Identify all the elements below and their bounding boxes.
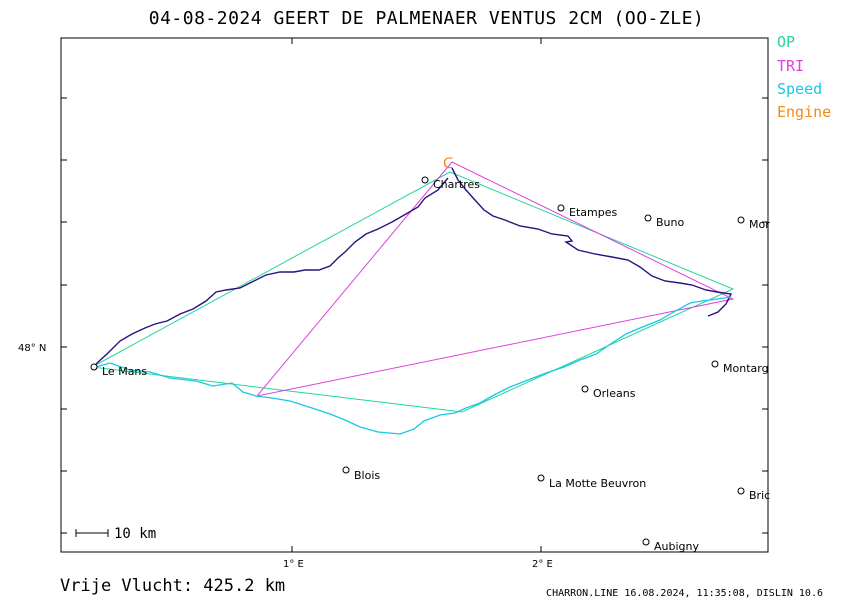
y-ticks [61,97,768,534]
free-flight-distance: Vrije Vlucht: 425.2 km [60,576,286,596]
city-marker [342,466,350,474]
city-label-blois: Blois [354,469,380,482]
city-label-buno: Buno [656,216,684,229]
city-label-le-mans: Le Mans [102,365,147,378]
city-marker [737,487,745,495]
x-axis-label-1: 1° E [283,559,304,570]
city-marker [711,360,719,368]
city-label-etampes: Etampes [569,206,617,219]
city-marker [90,363,98,371]
legend-speed: Speed [777,80,822,98]
flight-track-north [95,177,449,365]
scale-label: 10 km [114,526,156,542]
legend-op: OP [777,33,795,51]
flight-track-south [91,296,732,435]
legend-engine: Engine [777,103,831,121]
legend-speed-label: Speed [777,80,823,98]
city-marker [644,214,652,222]
city-marker [421,176,429,184]
legend-tri: TRI [777,57,804,75]
city-marker [737,216,745,224]
city-label-orleans: Orleans [593,387,636,400]
city-marker [642,538,650,546]
legend-tri-label: TRI [777,57,805,75]
city-marker [537,474,545,482]
city-label-bric: Bric [749,489,770,502]
x-axis-label-2: 2° E [532,559,553,570]
legend-engine-label: Engine [777,103,832,121]
city-label-mor: Mor [749,218,770,231]
city-marker [557,204,565,212]
city-label-la-motte-beuvron: La Motte Beuvron [549,477,646,490]
city-label-aubigny: Aubigny [654,540,699,553]
city-marker [581,385,589,393]
software-footer: CHARRON.LINE 16.08.2024, 11:35:08, DISLI… [546,588,823,599]
map-frame [60,37,769,553]
op-course [90,171,735,413]
map-title: 04-08-2024 GEERT DE PALMENAER VENTUS 2CM… [148,8,705,29]
city-label-montarg: Montarg [723,362,769,375]
tri-course [255,161,735,397]
y-axis-label: 48° N [18,343,46,354]
city-label-chartres: Chartres [433,178,480,191]
x-ticks [291,38,542,552]
flight-track-northeast [451,167,733,317]
engine-marker: ᑕ [443,156,453,172]
scale-bar [75,529,109,537]
legend-op-label: OP [777,33,796,51]
